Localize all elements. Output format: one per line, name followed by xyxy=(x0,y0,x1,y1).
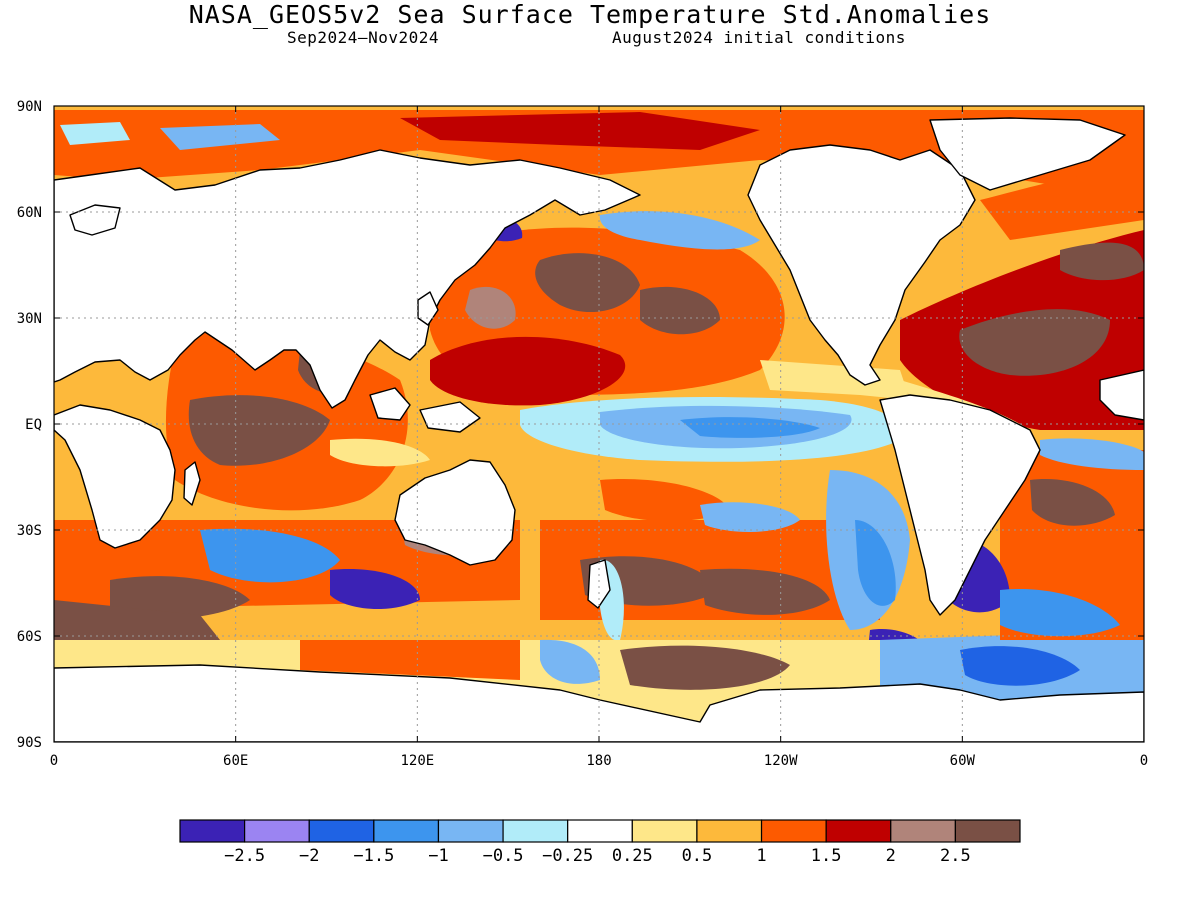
new-guinea xyxy=(419,401,481,433)
colorbar-label: −1 xyxy=(428,846,448,866)
south-indian-cool xyxy=(330,569,420,610)
north-atlantic-extreme xyxy=(1060,242,1144,281)
colorbar-label: 1 xyxy=(756,846,766,866)
south-pacific-extreme xyxy=(700,568,830,615)
latitude-label: 90N xyxy=(17,99,42,115)
benguela-cool xyxy=(1040,438,1144,470)
bering-cool xyxy=(599,211,760,250)
axis-ticks xyxy=(53,105,1145,743)
initial-conditions: August2024 initial conditions xyxy=(612,28,906,47)
north-pacific-extreme xyxy=(535,253,640,313)
latitude-label: 30N xyxy=(17,311,42,327)
colorbar-swatch xyxy=(244,819,310,843)
latitude-label: 90S xyxy=(17,735,42,751)
longitude-label: 0 xyxy=(50,753,58,769)
latitude-label: 30S xyxy=(17,523,42,539)
colorbar-swatch xyxy=(825,819,892,843)
colorbar-label: 2 xyxy=(886,846,896,866)
forecast-period: Sep2024–Nov2024 xyxy=(287,28,439,47)
southern-ocean-warm xyxy=(300,640,520,680)
east-south-pacific-cool xyxy=(855,520,896,606)
north-america-landmass xyxy=(747,144,976,386)
graticule xyxy=(54,106,1144,742)
indian-ocean-neutral xyxy=(330,438,430,467)
south-indian-cool xyxy=(200,528,340,583)
latitude-label: EQ xyxy=(25,417,42,433)
subpolar-atlantic-warm xyxy=(980,165,1144,240)
colorbar-swatch xyxy=(308,819,375,843)
longitude-label: 60E xyxy=(223,753,248,769)
africa-west-coast xyxy=(1099,369,1144,421)
south-america-landmass xyxy=(879,394,1041,616)
colorbar-label: −0.5 xyxy=(483,846,524,866)
africa-landmass xyxy=(54,404,176,549)
chart-title: NASA_GEOS5v2 Sea Surface Temperature Std… xyxy=(188,0,992,29)
colorbar-labels: −2.5 −2 −1.5 −1 −0.5 −0.25 0.25 0.5 1 1.5 2 2.5 xyxy=(224,846,971,866)
land-mask xyxy=(54,117,1144,742)
colorbar-label: −2.5 xyxy=(224,846,265,866)
scandinavia xyxy=(69,204,121,236)
colorbar-label: −0.25 xyxy=(542,846,593,866)
south-atlantic-cool xyxy=(1000,589,1120,637)
madagascar xyxy=(183,461,201,506)
longitude-labels: 0 60E 120E 180 120W 60W 0 xyxy=(50,753,1148,769)
amundsen-extreme xyxy=(620,645,790,690)
ross-cool xyxy=(540,639,600,684)
longitude-label: 60W xyxy=(950,753,976,769)
colorbar-swatch xyxy=(437,819,504,843)
weddell-cool-core xyxy=(960,646,1080,686)
colorbar-label: 0.5 xyxy=(682,846,713,866)
latitude-label: 60S xyxy=(17,629,42,645)
longitude-label: 180 xyxy=(586,753,611,769)
colorbar-swatch xyxy=(179,819,246,843)
south-pacific-cool xyxy=(700,502,800,532)
north-pacific-extreme xyxy=(465,286,516,329)
colorbar-label: 1.5 xyxy=(811,846,842,866)
indian-ocean-extreme xyxy=(188,395,330,466)
map-field xyxy=(54,106,1144,742)
south-atlantic-extreme xyxy=(1030,479,1115,526)
longitude-label: 120W xyxy=(764,753,798,769)
longitude-label: 0 xyxy=(1140,753,1148,769)
south-pacific-warm xyxy=(600,479,730,522)
colorbar-swatch xyxy=(696,819,763,843)
colorbar-swatch xyxy=(760,819,827,843)
colorbar-label: −1.5 xyxy=(353,846,394,866)
colorbar-label: 0.25 xyxy=(612,846,653,866)
colorbar-swatch xyxy=(954,819,1021,843)
equatorial-cool-core xyxy=(680,417,820,438)
greenland xyxy=(929,117,1126,191)
colorbar-label: −2 xyxy=(299,846,319,866)
latitude-labels: 90N 60N 30N EQ 30S 60S 90S xyxy=(17,99,42,751)
australia-landmass xyxy=(394,459,516,566)
antarctica-landmass xyxy=(54,664,1144,742)
arctic-cool-patch xyxy=(160,124,280,150)
new-zealand xyxy=(587,559,611,609)
longitude-label: 120E xyxy=(400,753,434,769)
colorbar-label: 2.5 xyxy=(940,846,971,866)
colorbar-swatch xyxy=(890,819,956,843)
north-pacific-extreme xyxy=(640,286,720,335)
west-pacific-warm-core xyxy=(430,336,626,406)
colorbar-swatch xyxy=(631,819,698,843)
colorbar-swatch xyxy=(567,819,633,843)
colorbar-swatch xyxy=(373,819,440,843)
south-indian-extreme xyxy=(110,576,250,619)
latitude-label: 60N xyxy=(17,205,42,221)
colorbar xyxy=(179,819,1021,843)
colorbar-swatch xyxy=(502,819,569,843)
borneo xyxy=(369,387,411,421)
north-atlantic-extreme xyxy=(959,309,1110,376)
arctic-warm-core xyxy=(400,112,760,150)
arctic-cool-patch xyxy=(60,122,130,145)
